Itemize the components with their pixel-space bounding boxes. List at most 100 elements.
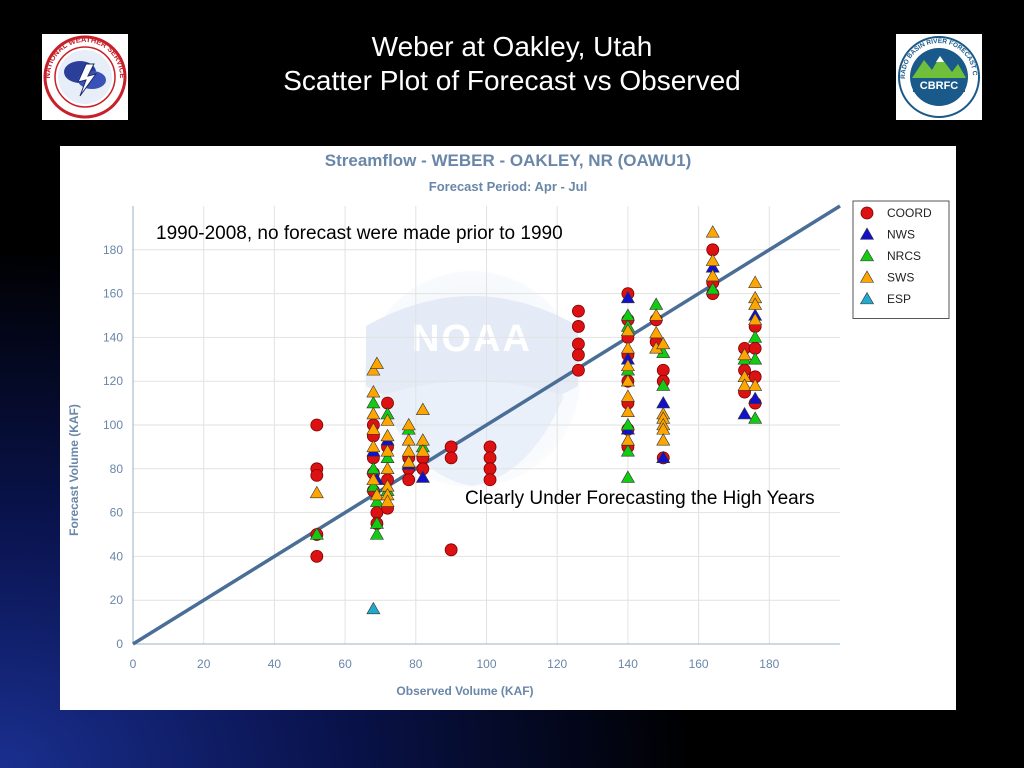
y-tick-label: 0 [116, 637, 123, 651]
coord-point [444, 451, 458, 465]
nrcs-point [748, 411, 763, 424]
sws-point [620, 433, 635, 446]
sws-point [366, 439, 381, 453]
sws-point [649, 325, 664, 339]
sws-point [415, 444, 430, 457]
nrcs-point [748, 352, 763, 365]
legend-marker-sws [859, 270, 875, 283]
esp-point [366, 601, 381, 615]
legend-label-nrcs: NRCS [887, 249, 921, 263]
y-tick-label: 20 [110, 593, 124, 607]
chart-subtitle: Forecast Period: Apr - Jul [429, 179, 587, 194]
nws-point [415, 470, 430, 483]
sws-point [737, 378, 752, 391]
nrcs-point [620, 470, 635, 483]
x-tick-label: 60 [338, 657, 352, 671]
coord-point [444, 543, 458, 557]
sws-point [415, 402, 430, 415]
legend-marker-nws [859, 227, 875, 240]
y-tick-label: 40 [110, 549, 124, 563]
sws-point [620, 389, 635, 402]
y-tick-label: 180 [103, 243, 123, 257]
legend-label-nws: NWS [887, 228, 915, 242]
x-tick-label: 100 [476, 657, 496, 671]
sws-point [380, 494, 395, 507]
y-tick-label: 160 [103, 287, 123, 301]
sws-point [309, 485, 324, 499]
coord-point [572, 337, 585, 351]
sws-point [380, 461, 395, 474]
annotation-under-forecasting-note: Clearly Under Forecasting the High Years [465, 488, 815, 509]
y-tick-label: 80 [110, 462, 124, 476]
nws-point [620, 290, 635, 304]
nrcs-point [705, 282, 720, 295]
x-tick-label: 140 [618, 657, 638, 671]
sws-point [748, 378, 763, 391]
sws-point [380, 428, 395, 442]
coord-point [483, 473, 497, 487]
coord-point [572, 348, 585, 362]
coord-point [310, 549, 324, 563]
nrcs-point [620, 308, 635, 321]
nrcs-point [649, 297, 664, 310]
sws-point [380, 413, 395, 426]
coord-point [310, 468, 324, 482]
chart-title: Streamflow - WEBER - OAKLEY, NR (OAWU1) [325, 151, 691, 170]
slide-title-line1: Weber at Oakley, Utah [371, 31, 653, 62]
sws-point [366, 385, 381, 398]
x-tick-label: 40 [268, 657, 282, 671]
x-tick-label: 160 [689, 657, 709, 671]
legend-label-coord: COORD [887, 206, 932, 220]
sws-point [748, 275, 763, 288]
coord-point [483, 440, 497, 454]
nrcs-point [366, 479, 381, 492]
x-axis-label: Observed Volume (KAF) [396, 684, 533, 698]
sws-point [620, 341, 635, 354]
coord-point [444, 440, 458, 454]
legend-marker-nrcs [859, 248, 875, 262]
annotation-no-forecast-note: 1990-2008, no forecast were made prior t… [156, 223, 563, 244]
sws-point [656, 433, 671, 446]
slide-title: Weber at Oakley, Utah Scatter Plot of Fo… [150, 30, 874, 98]
sws-point [366, 406, 381, 420]
coord-point [310, 418, 324, 432]
nrcs-point [748, 330, 763, 343]
sws-point [620, 358, 635, 372]
sws-point [620, 374, 635, 387]
sws-point [380, 444, 395, 457]
sws-point [369, 487, 384, 501]
nws-logo: NATIONAL WEATHER SERVICE [42, 34, 128, 120]
nrcs-point [366, 461, 381, 474]
sws-point [366, 422, 381, 435]
nrcs-point [656, 378, 671, 391]
sws-point [656, 336, 671, 350]
y-tick-label: 120 [103, 374, 123, 388]
coord-point [572, 363, 585, 377]
sws-point [737, 347, 752, 361]
nws-point [737, 406, 752, 420]
coord-point [402, 473, 416, 487]
cbrfc-logo: CBRFC COLORADO BASIN RIVER FORECAST CENT… [896, 34, 982, 120]
nws-point [656, 450, 671, 464]
coord-point [572, 320, 585, 333]
sws-point [366, 472, 381, 485]
sws-point [366, 363, 381, 376]
x-tick-label: 0 [130, 657, 137, 671]
legend-marker-esp [859, 291, 875, 305]
x-tick-label: 120 [547, 657, 567, 671]
nws-point [656, 395, 671, 409]
nrcs-point [309, 527, 324, 540]
sws-point [620, 404, 635, 418]
sws-point [401, 455, 416, 468]
legend-marker-coord [860, 206, 874, 220]
nws-point [748, 391, 763, 404]
y-tick-label: 100 [103, 418, 123, 432]
coord-point [656, 363, 670, 377]
nrcs-point [620, 417, 635, 431]
x-tick-label: 180 [759, 657, 779, 671]
cbrfc-text: CBRFC [920, 80, 959, 92]
legend-label-sws: SWS [887, 271, 914, 285]
nrcs-point [620, 444, 635, 457]
y-axis-label: Forecast Volume (KAF) [67, 404, 81, 536]
sws-point [705, 268, 720, 282]
